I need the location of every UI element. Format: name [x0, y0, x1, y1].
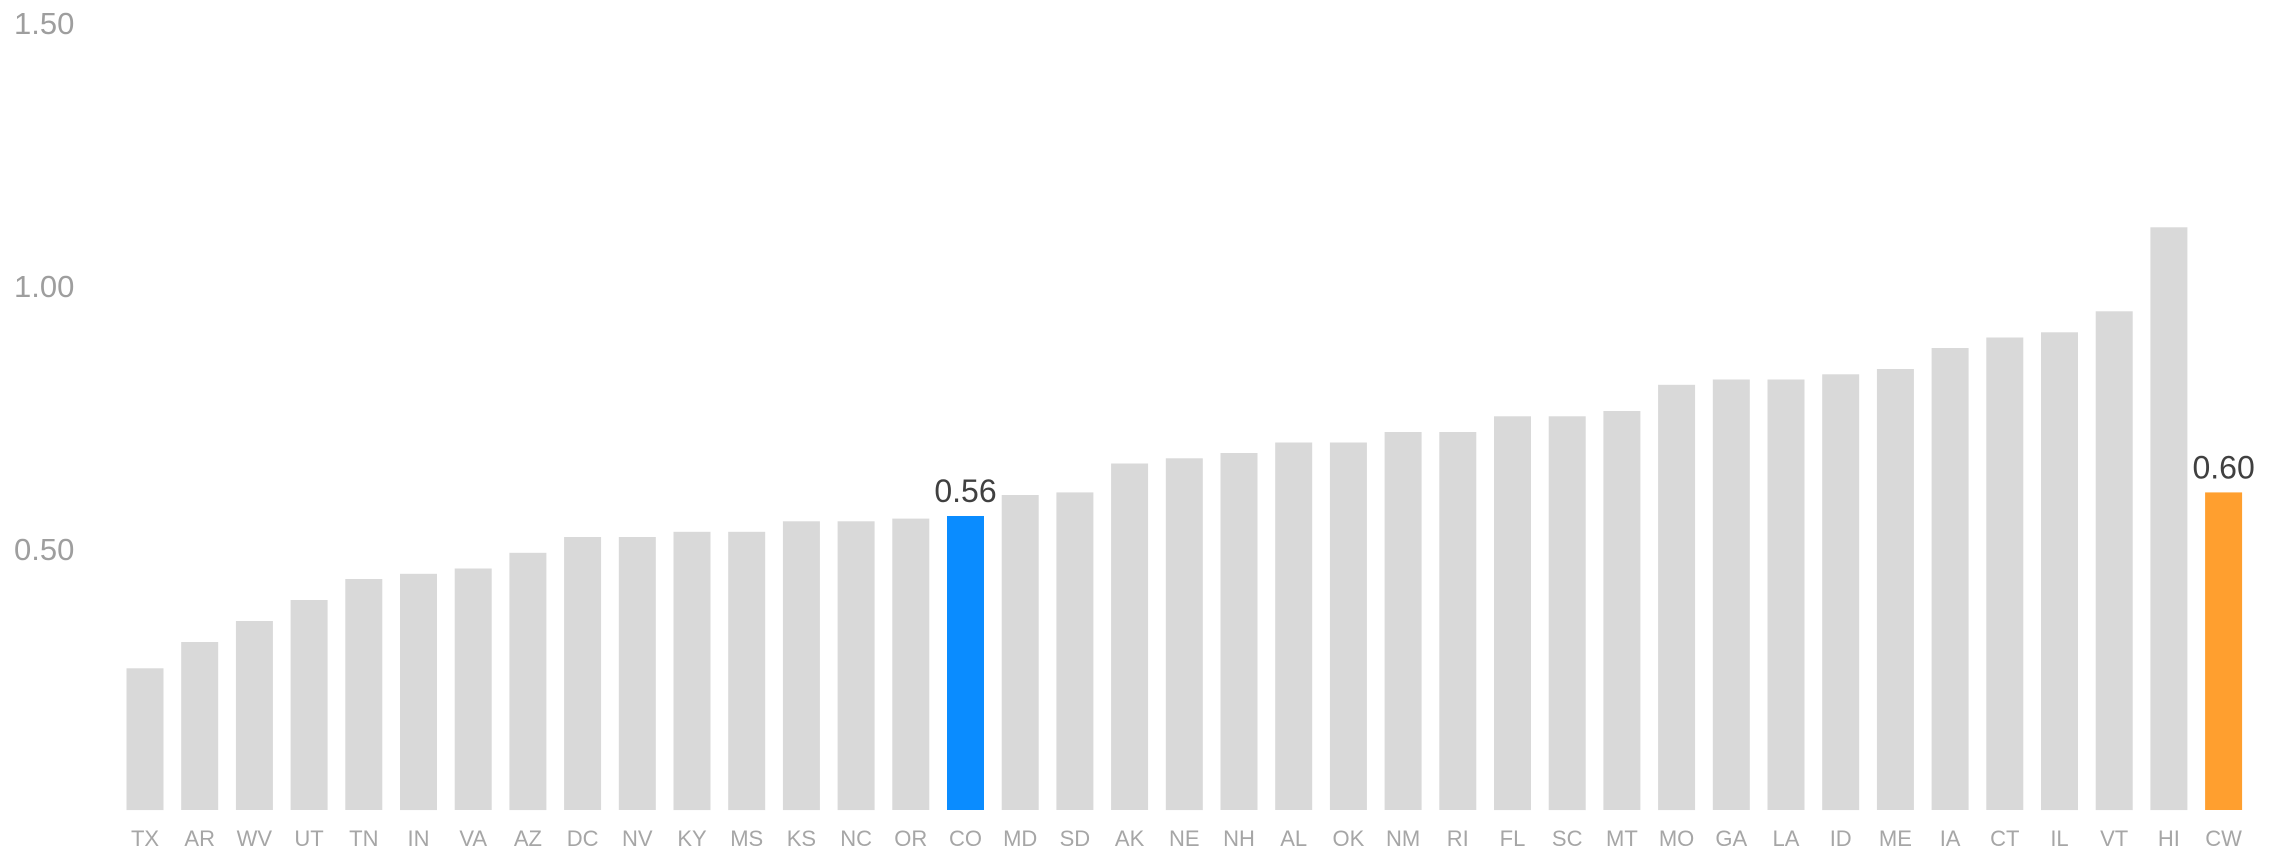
x-tick-label: OR [894, 826, 927, 851]
bar-ky [673, 531, 711, 811]
bar-va [454, 568, 492, 810]
bar-tx [126, 668, 164, 811]
x-tick-label: NE [1169, 826, 1200, 851]
bar-al [1275, 442, 1313, 810]
bar-ms [728, 531, 766, 811]
bar-cw [2205, 492, 2243, 810]
x-tick-label: MT [1606, 826, 1638, 851]
data-label-cw: 0.60 [2192, 449, 2254, 485]
y-tick-label: 0.50 [14, 532, 74, 567]
bar-id [1822, 374, 1860, 811]
bar-tn [345, 579, 383, 810]
bar-ak [1111, 463, 1149, 810]
y-tick-label: 1.50 [14, 6, 74, 41]
x-axis-labels: TX AR WV UT TN IN VA AZ DC NV KY MS KS NC OR CO MD SD AK NE… [131, 826, 2242, 851]
x-tick-label: TX [131, 826, 159, 851]
bar-wv [235, 621, 273, 810]
bar-az [509, 552, 547, 811]
bar-la [1767, 379, 1805, 810]
x-tick-label: IA [1940, 826, 1961, 851]
bar-in [400, 573, 437, 811]
bar-or [892, 518, 930, 810]
y-axis: 0.50 1.00 1.50 [14, 6, 74, 567]
bar-ks [782, 521, 820, 811]
bar-ia [1931, 348, 1969, 810]
x-tick-label: IN [408, 826, 430, 851]
x-tick-label: TN [349, 826, 378, 851]
bar-me [1876, 369, 1914, 810]
x-tick-label: DC [567, 826, 599, 851]
x-tick-label: UT [294, 826, 323, 851]
x-tick-label: GA [1715, 826, 1747, 851]
x-tick-label: VA [459, 826, 487, 851]
bar-mo [1658, 384, 1696, 811]
x-tick-label: NH [1223, 826, 1255, 851]
bar-hi [2150, 227, 2188, 811]
bar-co [947, 516, 984, 810]
x-tick-label: AL [1280, 826, 1307, 851]
x-tick-label: RI [1447, 826, 1469, 851]
data-labels: 0.56 0.60 [934, 449, 2254, 509]
x-tick-label: WV [237, 826, 273, 851]
bar-ut [290, 600, 328, 810]
x-tick-label: AZ [514, 826, 542, 851]
x-tick-label: NV [622, 826, 653, 851]
bar-nm [1384, 432, 1422, 810]
bar-vt [2095, 311, 2133, 811]
x-tick-label: AR [184, 826, 215, 851]
x-tick-label: KY [677, 826, 707, 851]
bar-mt [1603, 411, 1641, 810]
x-tick-label: CO [949, 826, 982, 851]
bar-ar [181, 642, 219, 810]
x-tick-label: OK [1333, 826, 1365, 851]
x-tick-label: NC [840, 826, 872, 851]
x-tick-label: CT [1990, 826, 2019, 851]
x-tick-label: NM [1386, 826, 1420, 851]
x-tick-label: VT [2100, 826, 2128, 851]
x-tick-label: LA [1773, 826, 1800, 851]
data-label-co: 0.56 [934, 473, 996, 509]
x-tick-label: SD [1060, 826, 1091, 851]
bar-ga [1712, 379, 1750, 810]
y-tick-label: 1.00 [14, 269, 74, 304]
x-tick-label: IL [2050, 826, 2068, 851]
bar-ct [1986, 337, 2024, 810]
bar-nv [618, 537, 656, 810]
x-tick-label: MO [1659, 826, 1694, 851]
bar-sc [1548, 416, 1586, 811]
x-tick-label: AK [1115, 826, 1145, 851]
x-tick-label: KS [787, 826, 816, 851]
x-tick-label: ME [1879, 826, 1912, 851]
bar-sd [1056, 492, 1094, 810]
bar-ne [1165, 458, 1203, 811]
bar-nh [1220, 453, 1258, 810]
bar-md [1001, 495, 1039, 810]
x-tick-label: FL [1500, 826, 1526, 851]
bar-fl [1494, 416, 1531, 811]
bar-ok [1329, 442, 1367, 810]
x-tick-label: SC [1552, 826, 1583, 851]
x-tick-label: HI [2158, 826, 2180, 851]
x-tick-label: MD [1003, 826, 1037, 851]
bar-ri [1439, 432, 1477, 810]
x-tick-label: ID [1830, 826, 1852, 851]
bar-nc [837, 521, 875, 811]
bars-group [126, 227, 2243, 811]
x-tick-label: CW [2205, 826, 2242, 851]
x-tick-label: MS [730, 826, 763, 851]
bar-il [2041, 332, 2078, 811]
bar-dc [564, 537, 602, 810]
